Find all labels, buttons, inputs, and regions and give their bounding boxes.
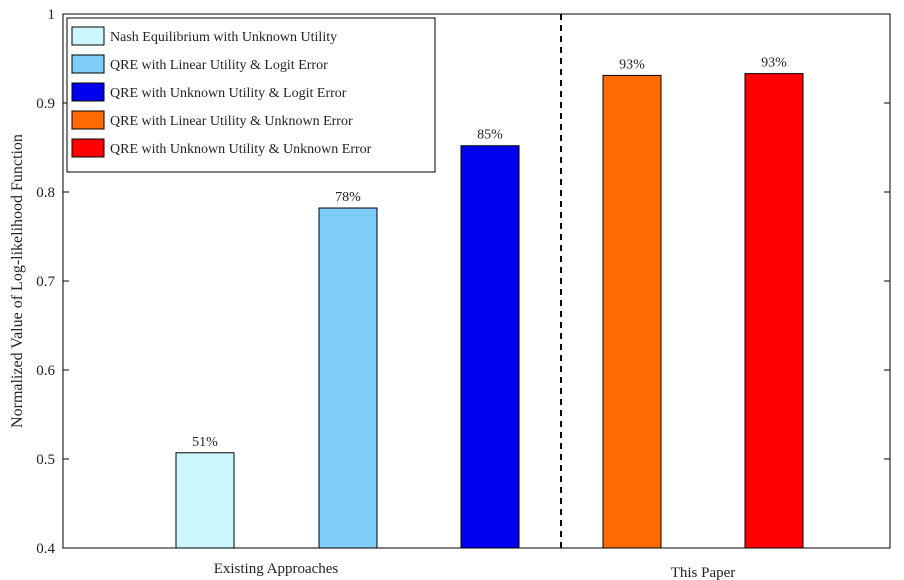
legend-label-5: QRE with Unknown Utility & Unknown Error xyxy=(110,142,372,157)
legend-label-2: QRE with Linear Utility & Logit Error xyxy=(110,58,328,73)
data-label-5: 93% xyxy=(761,56,787,71)
legend-label-1: Nash Equilibrium with Unknown Utility xyxy=(110,30,337,45)
bar-1 xyxy=(175,452,235,549)
data-label-3: 85% xyxy=(477,128,503,143)
y-tick-label: 0.5 xyxy=(36,452,55,468)
legend-swatch-2 xyxy=(71,54,105,74)
legend-swatch-3 xyxy=(71,82,105,102)
legend: Nash Equilibrium with Unknown Utility QRE… xyxy=(66,17,436,173)
y-tick-label: 0.7 xyxy=(36,274,55,290)
group-label-this-paper: This Paper xyxy=(671,565,736,580)
y-tick-label: 1 xyxy=(48,7,56,23)
legend-swatch-4 xyxy=(71,110,105,130)
bar-4 xyxy=(602,74,662,549)
data-label-4: 93% xyxy=(619,57,645,72)
legend-box xyxy=(66,17,436,173)
legend-label-3: QRE with Unknown Utility & Logit Error xyxy=(110,86,347,101)
y-tick-label: 0.4 xyxy=(36,541,55,557)
y-axis-ticks: 0.4 0.5 0.6 0.7 0.8 0.9 1 xyxy=(36,7,890,557)
data-labels: 51% 78% 85% 93% 93% xyxy=(192,56,787,450)
y-tick-label: 0.6 xyxy=(36,363,55,379)
bar-3 xyxy=(460,145,520,549)
y-tick-label: 0.9 xyxy=(36,96,55,112)
legend-swatch-1 xyxy=(71,26,105,46)
group-label-existing: Existing Approaches xyxy=(214,561,339,577)
legend-label-4: QRE with Linear Utility & Unknown Error xyxy=(110,114,353,129)
bar-2 xyxy=(318,207,378,549)
bar-5 xyxy=(744,73,804,549)
data-label-1: 51% xyxy=(192,435,218,450)
y-axis-label: Normalized Value of Log-likelihood Funct… xyxy=(9,134,26,428)
legend-swatch-5 xyxy=(71,138,105,158)
y-tick-label: 0.8 xyxy=(36,185,55,201)
bars xyxy=(175,73,804,549)
data-label-2: 78% xyxy=(335,190,361,205)
group-labels: Existing Approaches This Paper xyxy=(214,561,736,580)
